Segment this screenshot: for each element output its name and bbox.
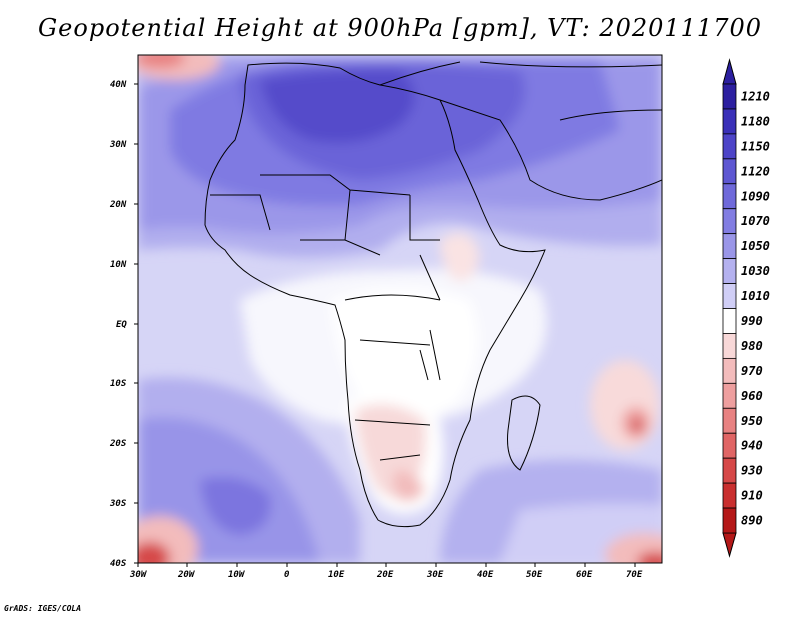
- lon-label: 60E: [576, 570, 593, 580]
- lon-label: 10E: [328, 570, 345, 580]
- colorbar-swatch: [722, 208, 737, 235]
- colorbar-swatch: [722, 308, 737, 334]
- colorbar-label: 910: [741, 489, 763, 503]
- colorbar-label: 1150: [741, 139, 770, 153]
- colorbar-swatch: [722, 457, 737, 484]
- colorbar-label: 980: [741, 339, 763, 353]
- lon-label: 20W: [177, 570, 196, 580]
- colorbar-swatch: [722, 183, 737, 210]
- colorbar-swatch: [722, 482, 737, 509]
- credit-label: GrADS: IGES/COLA: [4, 604, 82, 613]
- colorbar-label: 1030: [741, 264, 770, 278]
- page-title: Geopotential Height at 900hPa [gpm], VT:…: [38, 14, 762, 42]
- coastlines: [204, 61, 662, 528]
- colorbar-label: 1050: [741, 239, 770, 253]
- colorbar-swatch: [722, 233, 737, 260]
- triangle-up-icon: [722, 58, 737, 85]
- colorbar-label: 990: [741, 314, 763, 328]
- colorbar-label: 930: [741, 464, 763, 478]
- colorbar-label: 1010: [741, 289, 770, 303]
- lat-label: 10S: [110, 379, 127, 389]
- lon-tick-labels: 30W 20W 10W 0 10E 20E 30E 40E 50E 60E 70…: [129, 570, 643, 580]
- lon-label: 70E: [626, 570, 643, 580]
- colorbar: 1210 1180 1150 1120 1090 1070 1050 1030 1010 990 9…: [722, 58, 770, 558]
- lat-label: 30N: [109, 140, 127, 150]
- colorbar-swatch: [722, 258, 737, 284]
- lon-label: 30W: [129, 570, 148, 580]
- triangle-down-icon: [722, 532, 737, 558]
- lon-label: 0: [284, 570, 290, 580]
- colorbar-label: 1180: [741, 114, 770, 128]
- lon-label: 40E: [477, 570, 494, 580]
- colorbar-label: 1120: [741, 164, 770, 178]
- colorbar-swatch: [722, 133, 737, 160]
- colorbar-label: 950: [741, 414, 763, 428]
- lon-label: 30E: [426, 570, 444, 580]
- colorbar-swatch: [722, 382, 737, 409]
- lon-label: 50E: [526, 570, 543, 580]
- colorbar-swatch: [722, 108, 737, 135]
- colorbar-label: 1210: [741, 89, 770, 103]
- colorbar-label: 940: [741, 439, 763, 453]
- lat-label: EQ: [116, 320, 127, 330]
- map-frame: [137, 54, 663, 564]
- lon-label: 10W: [228, 570, 246, 580]
- colorbar-label: 1070: [741, 214, 770, 228]
- lat-label: 20S: [109, 439, 127, 449]
- colorbar-swatch: [722, 333, 737, 359]
- colorbar-label: 960: [741, 389, 763, 403]
- colorbar-swatch: [722, 83, 737, 110]
- height-field: [138, 55, 662, 563]
- lat-label: 40N: [110, 80, 127, 90]
- colorbar-swatch: [722, 283, 737, 309]
- lat-label: 20N: [109, 200, 127, 210]
- lon-label: 20E: [376, 570, 394, 580]
- lat-tick-labels: 40N 30N 20N 10N EQ 10S 20S 30S 40S: [109, 80, 127, 569]
- colorbar-swatch: [722, 507, 737, 534]
- colorbar-swatch: [722, 357, 737, 384]
- lat-label: 40S: [110, 559, 127, 569]
- colorbar-swatch: [722, 432, 737, 459]
- axis-ticks: [134, 83, 636, 567]
- colorbar-label: 1090: [741, 189, 770, 203]
- colorbar-label: 890: [741, 514, 763, 528]
- lat-label: 30S: [109, 499, 127, 509]
- colorbar-swatch: [722, 158, 737, 185]
- lat-label: 10N: [110, 260, 127, 270]
- colorbar-label: 970: [741, 364, 763, 378]
- colorbar-swatch: [722, 407, 737, 434]
